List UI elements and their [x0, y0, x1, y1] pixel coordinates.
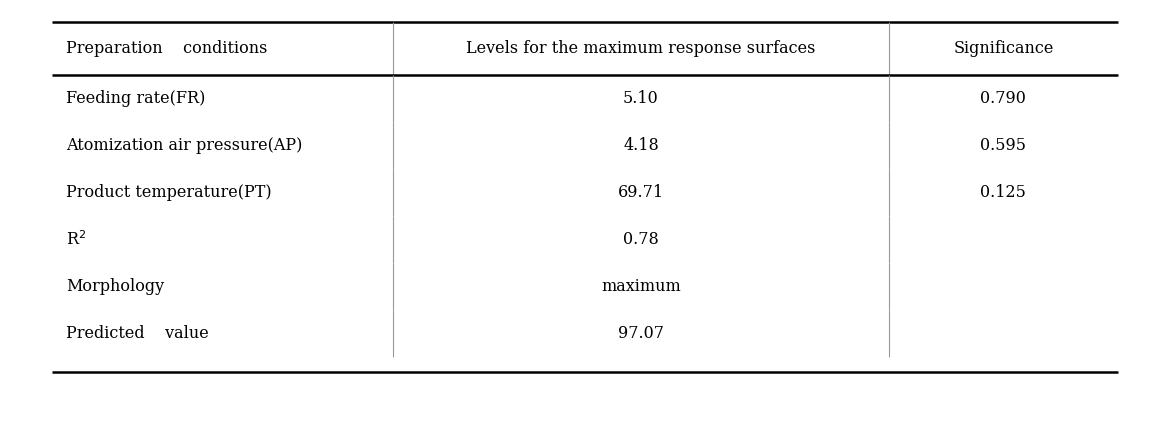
Text: 0.595: 0.595 — [980, 137, 1027, 154]
Text: R$^{2}$: R$^{2}$ — [66, 230, 86, 249]
Text: Levels for the maximum response surfaces: Levels for the maximum response surfaces — [466, 40, 815, 57]
Text: 97.07: 97.07 — [618, 325, 664, 342]
Text: Predicted    value: Predicted value — [66, 325, 208, 342]
Text: 0.125: 0.125 — [980, 184, 1026, 201]
Text: 0.78: 0.78 — [623, 231, 659, 248]
Text: Atomization air pressure(AP): Atomization air pressure(AP) — [66, 137, 302, 154]
Text: 69.71: 69.71 — [618, 184, 664, 201]
Text: Preparation    conditions: Preparation conditions — [66, 40, 267, 57]
Text: Morphology: Morphology — [66, 278, 164, 295]
Text: 0.790: 0.790 — [980, 90, 1026, 107]
Text: Significance: Significance — [954, 40, 1054, 57]
Text: 4.18: 4.18 — [623, 137, 659, 154]
Text: maximum: maximum — [601, 278, 680, 295]
Text: Product temperature(PT): Product temperature(PT) — [66, 184, 272, 201]
Text: 5.10: 5.10 — [623, 90, 659, 107]
Text: Feeding rate(FR): Feeding rate(FR) — [66, 90, 206, 107]
